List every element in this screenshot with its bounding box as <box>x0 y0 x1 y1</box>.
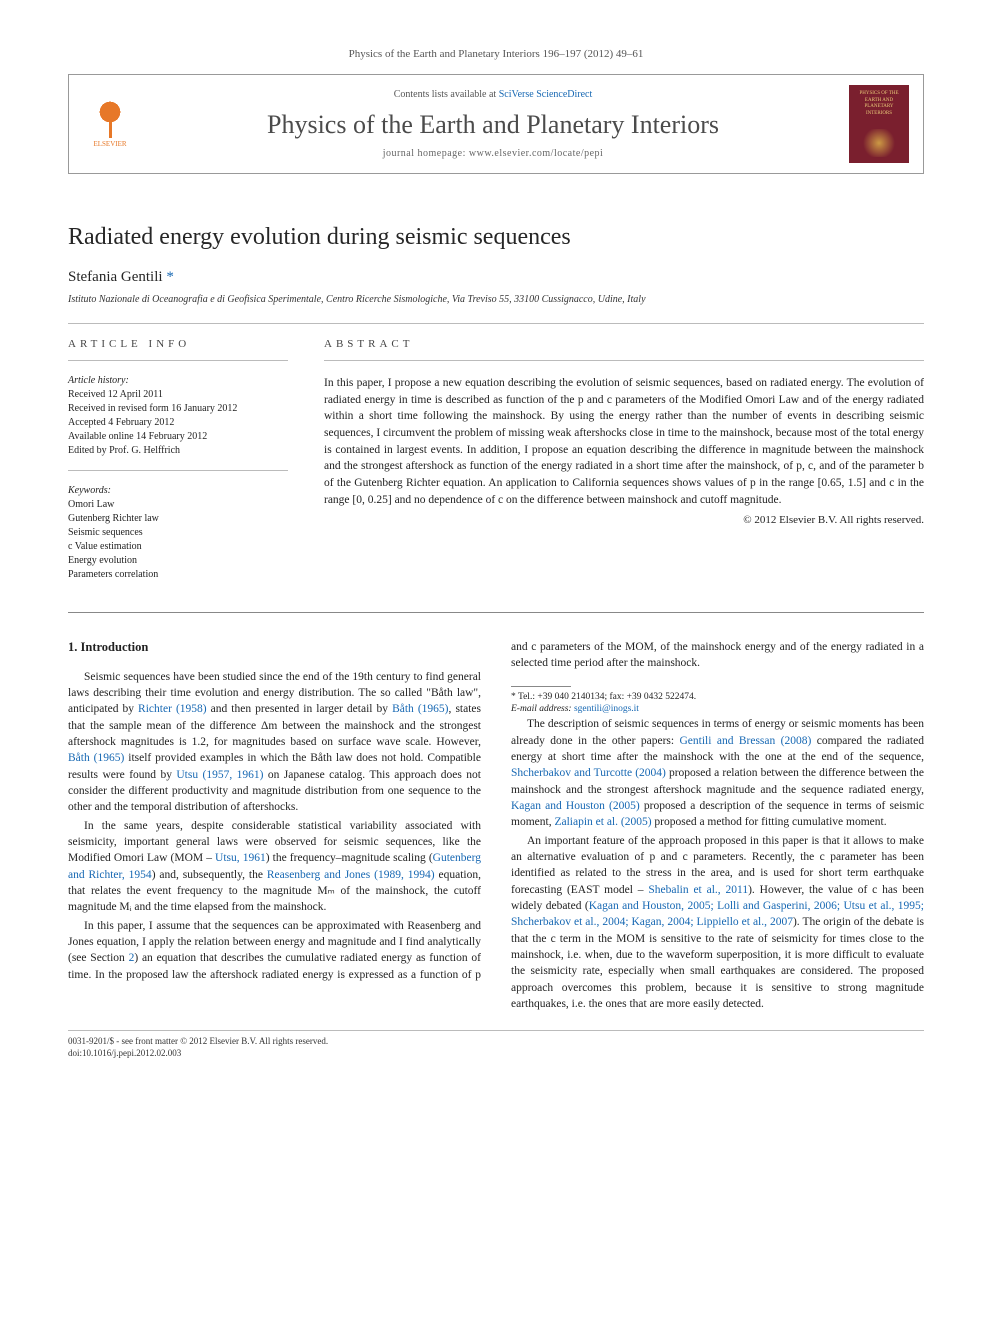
history-line: Accepted 4 February 2012 <box>68 416 288 430</box>
email-link[interactable]: sgentili@inogs.it <box>574 704 639 714</box>
header-center: Contents lists available at SciVerse Sci… <box>151 89 835 159</box>
divider <box>68 470 288 471</box>
front-matter-line: 0031-9201/$ - see front matter © 2012 El… <box>68 1035 924 1047</box>
keyword: c Value estimation <box>68 540 288 554</box>
citation-link[interactable]: Richter (1958) <box>138 703 207 715</box>
publisher-logo: ELSEVIER <box>83 94 137 154</box>
journal-name: Physics of the Earth and Planetary Inter… <box>151 110 835 140</box>
citation-link[interactable]: Shcherbakov and Turcotte (2004) <box>511 767 666 779</box>
cover-graphic <box>861 129 897 157</box>
affiliation: Istituto Nazionale di Oceanografia e di … <box>68 294 924 305</box>
divider-thick <box>68 612 924 613</box>
paragraph: In the same years, despite considerable … <box>68 818 481 916</box>
journal-reference: Physics of the Earth and Planetary Inter… <box>68 48 924 60</box>
bottom-divider <box>68 1030 924 1031</box>
contents-prefix: Contents lists available at <box>394 89 499 100</box>
abstract-block: abstract In this paper, I propose a new … <box>324 338 924 594</box>
citation-link[interactable]: Zaliapin et al. (2005) <box>554 816 651 828</box>
abstract-text: In this paper, I propose a new equation … <box>324 375 924 508</box>
elsevier-tree-icon <box>90 100 130 140</box>
publisher-name: ELSEVIER <box>93 140 126 148</box>
citation-link[interactable]: Kagan and Houston (2005) <box>511 800 640 812</box>
citation-link[interactable]: Gentili and Bressan (2008) <box>679 735 811 747</box>
citation-link[interactable]: Utsu (1957, 1961) <box>176 769 263 781</box>
journal-cover-thumbnail: PHYSICS OF THE EARTH AND PLANETARY INTER… <box>849 85 909 163</box>
author-line: Stefania Gentili * <box>68 269 924 286</box>
footnote-email: E-mail address: sgentili@inogs.it <box>511 703 924 716</box>
citation-link[interactable]: Båth (1965) <box>68 752 124 764</box>
paragraph: The description of seismic sequences in … <box>511 716 924 830</box>
body-text: 1. Introduction Seismic sequences have b… <box>68 639 924 1012</box>
email-label: E-mail address: <box>511 704 574 714</box>
keyword: Parameters correlation <box>68 568 288 582</box>
history-heading: Article history: <box>68 375 288 386</box>
paragraph: An important feature of the approach pro… <box>511 833 924 1013</box>
article-info-block: article info Article history: Received 1… <box>68 338 288 594</box>
cover-title: PHYSICS OF THE EARTH AND PLANETARY INTER… <box>852 91 906 117</box>
history-line: Edited by Prof. G. Helffrich <box>68 444 288 458</box>
divider <box>324 360 924 361</box>
keyword: Seismic sequences <box>68 526 288 540</box>
contents-link[interactable]: SciVerse ScienceDirect <box>499 89 593 100</box>
keyword: Energy evolution <box>68 554 288 568</box>
section-heading: 1. Introduction <box>68 639 481 657</box>
citation-link[interactable]: Båth (1965) <box>392 703 448 715</box>
author-name: Stefania Gentili <box>68 269 163 285</box>
divider <box>68 360 288 361</box>
citation-link[interactable]: Utsu, 1961 <box>215 852 266 864</box>
divider <box>68 323 924 324</box>
author-corresponding-link[interactable]: * <box>166 269 174 285</box>
homepage-line: journal homepage: www.elsevier.com/locat… <box>151 148 835 159</box>
citation-link[interactable]: Shebalin et al., 2011 <box>648 884 748 896</box>
footnote-separator <box>511 686 571 687</box>
journal-header-box: ELSEVIER Contents lists available at Sci… <box>68 74 924 174</box>
history-line: Received in revised form 16 January 2012 <box>68 402 288 416</box>
keyword: Gutenberg Richter law <box>68 512 288 526</box>
article-title: Radiated energy evolution during seismic… <box>68 224 924 251</box>
paragraph: Seismic sequences have been studied sinc… <box>68 669 481 816</box>
keywords-heading: Keywords: <box>68 485 288 496</box>
doi-line: doi:10.1016/j.pepi.2012.02.003 <box>68 1047 924 1059</box>
history-line: Received 12 April 2011 <box>68 388 288 402</box>
contents-line: Contents lists available at SciVerse Sci… <box>151 89 835 100</box>
homepage-url: www.elsevier.com/locate/pepi <box>469 148 603 159</box>
citation-link[interactable]: Reasenberg and Jones (1989, 1994) <box>267 869 435 881</box>
footnote-tel: * Tel.: +39 040 2140134; fax: +39 0432 5… <box>511 691 924 704</box>
abstract-copyright: © 2012 Elsevier B.V. All rights reserved… <box>324 514 924 526</box>
abstract-label: abstract <box>324 338 924 350</box>
history-line: Available online 14 February 2012 <box>68 430 288 444</box>
homepage-prefix: journal homepage: <box>383 148 469 159</box>
article-info-label: article info <box>68 338 288 350</box>
keyword: Omori Law <box>68 498 288 512</box>
